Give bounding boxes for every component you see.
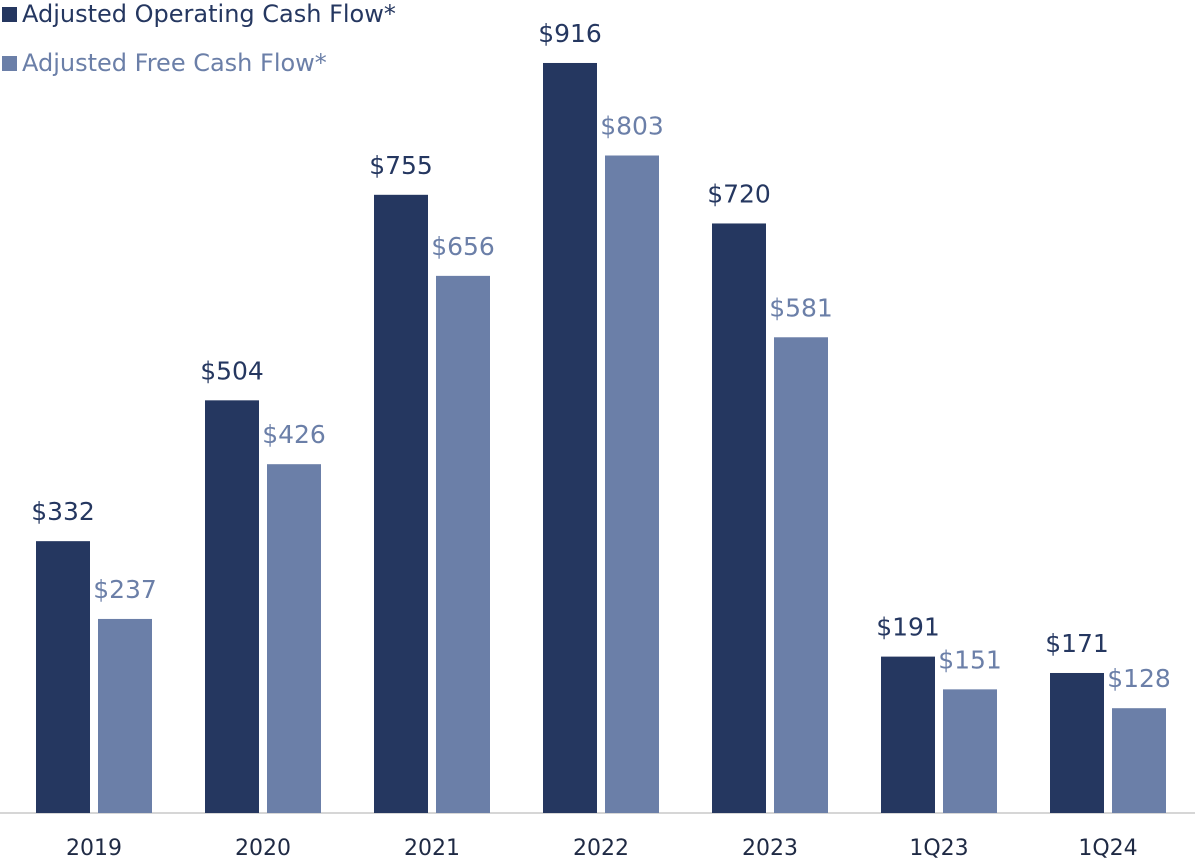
legend-swatch: [2, 56, 17, 71]
legend-swatch: [2, 7, 17, 22]
data-label: $237: [93, 575, 157, 604]
data-label: $504: [200, 356, 264, 385]
data-label: $581: [769, 293, 833, 322]
bar: [36, 541, 90, 813]
bar: [712, 223, 766, 814]
x-tick-label: 2021: [404, 836, 460, 861]
data-label: $755: [369, 151, 433, 180]
data-label: $171: [1045, 629, 1109, 658]
x-tick-label: 2023: [742, 836, 798, 861]
bar: [205, 400, 259, 813]
bar: [436, 275, 490, 813]
bar: [98, 618, 152, 813]
data-label: $720: [707, 179, 771, 208]
data-label: $332: [31, 497, 95, 526]
data-label: $191: [876, 613, 940, 642]
x-tick-label: 2019: [66, 836, 122, 861]
bar: [1050, 672, 1104, 813]
bar: [543, 62, 597, 814]
data-label: $656: [431, 232, 495, 261]
data-label: $803: [600, 112, 664, 141]
x-tick-label: 2020: [235, 836, 291, 861]
bar: [881, 656, 935, 813]
x-tick-label: 1Q23: [909, 836, 968, 861]
bar: [605, 155, 659, 813]
legend-label: Adjusted Operating Cash Flow*: [22, 0, 396, 28]
data-label: $128: [1107, 664, 1171, 693]
bar: [374, 194, 428, 813]
bar: [774, 337, 828, 813]
x-tick-label: 2022: [573, 836, 629, 861]
legend-label: Adjusted Free Cash Flow*: [22, 49, 327, 77]
data-label: $426: [262, 420, 326, 449]
bar: [267, 464, 321, 813]
x-tick-label: 1Q24: [1078, 836, 1137, 861]
data-label: $916: [538, 19, 602, 48]
data-label: $151: [938, 645, 1002, 674]
bar: [943, 689, 997, 813]
bar: [1112, 708, 1166, 813]
